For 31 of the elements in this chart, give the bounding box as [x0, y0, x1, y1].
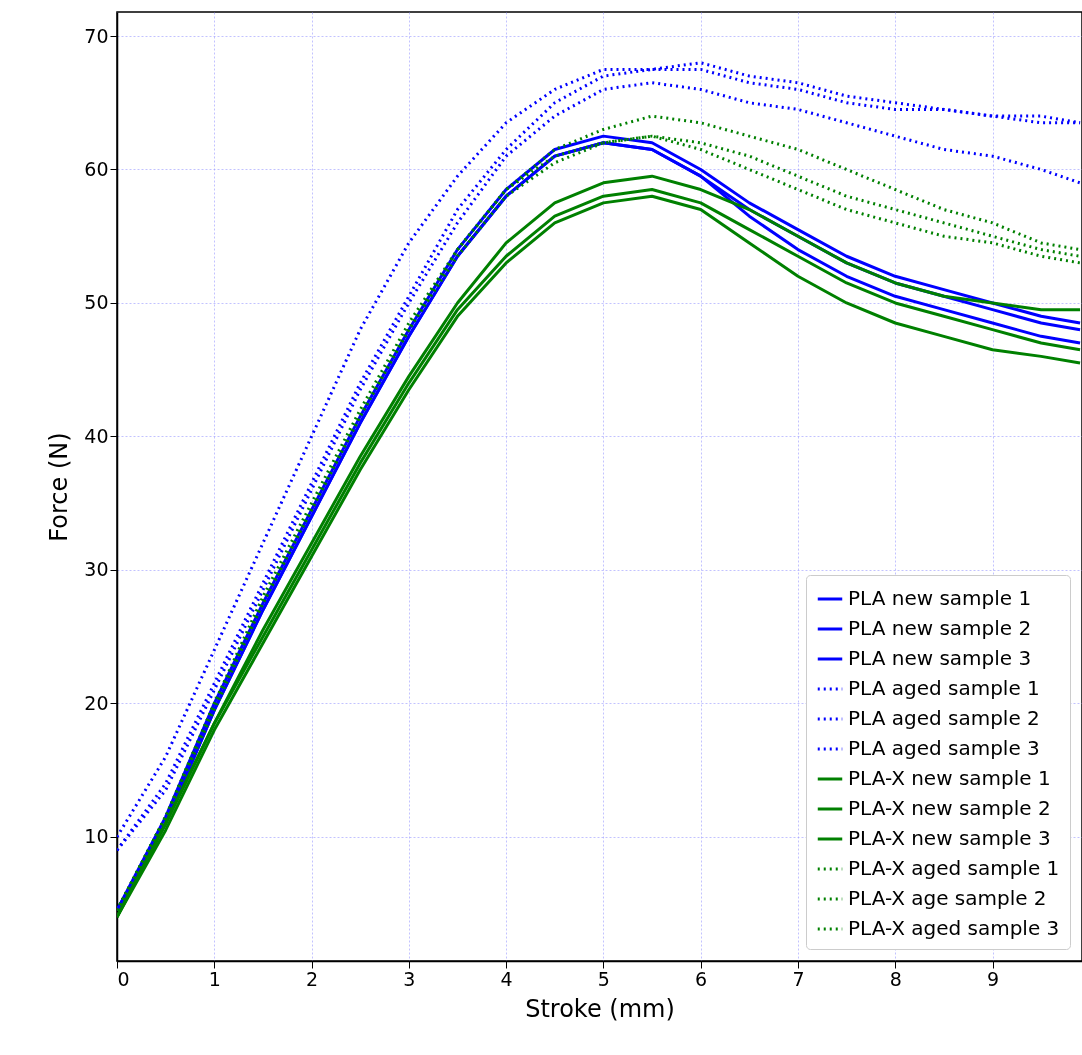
x-tick-label: 1 [208, 967, 221, 990]
x-tick-label: 0 [117, 967, 130, 990]
legend-label: PLA new sample 3 [848, 646, 1032, 670]
y-tick-label: 10 [84, 825, 109, 848]
y-tick-label: 60 [84, 158, 109, 180]
legend-label: PLA aged sample 1 [848, 676, 1040, 700]
y-tick-label: 70 [84, 24, 109, 47]
legend-label: PLA aged sample 3 [848, 736, 1040, 760]
x-tick-label: 2 [306, 967, 319, 990]
x-tick-label: 5 [597, 967, 610, 990]
legend-label: PLA-X aged sample 1 [848, 856, 1060, 880]
x-tick-label: 8 [889, 967, 902, 990]
x-tick-label: 3 [403, 967, 416, 990]
legend-label: PLA new sample 1 [848, 586, 1032, 610]
y-tick-label: 50 [84, 291, 109, 314]
legend-label: PLA new sample 2 [848, 616, 1032, 640]
legend-label: PLA aged sample 2 [848, 706, 1040, 730]
x-tick-label: 9 [986, 967, 1000, 990]
legend-label: PLA-X aged sample 3 [848, 916, 1060, 940]
legend-label: PLA-X new sample 3 [848, 826, 1051, 850]
legend-label: PLA-X age sample 2 [848, 886, 1047, 910]
y-tick-label: 40 [84, 424, 109, 447]
x-tick-label: 7 [792, 967, 805, 990]
x-tick-label: 4 [500, 967, 513, 990]
y-axis-title: Force (N) [45, 432, 74, 542]
legend-label: PLA-X new sample 1 [848, 766, 1051, 790]
legend-label: PLA-X new sample 2 [848, 796, 1051, 820]
y-tick-label: 30 [84, 558, 109, 581]
y-tick-label: 20 [84, 691, 109, 714]
x-tick-label: 6 [695, 967, 708, 990]
x-axis-title: Stroke (mm) [525, 994, 675, 1023]
